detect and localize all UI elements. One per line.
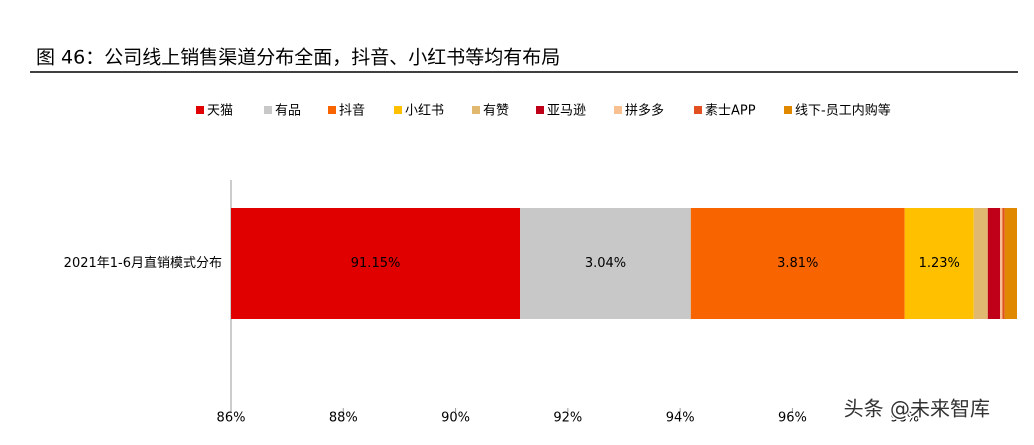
- legend-swatch: [694, 106, 702, 114]
- bar-segment: [520, 208, 691, 319]
- legend-swatch: [536, 106, 544, 114]
- legend-swatch: [264, 106, 272, 114]
- bar-segment: [1002, 208, 1005, 319]
- x-tick-label: 98%: [890, 411, 919, 426]
- legend-label: 线下-员工内购等: [795, 103, 891, 119]
- legend-label: 抖音: [339, 103, 365, 119]
- bar-segment: [987, 208, 1001, 319]
- legend-swatch: [784, 106, 792, 114]
- chart-title: 图 46：公司线上销售渠道分布全面，抖音、小红书等均有布局: [36, 47, 560, 69]
- x-tick-label: 88%: [329, 411, 358, 426]
- bar-segment: [231, 208, 521, 319]
- legend-label: 亚马逊: [547, 104, 586, 119]
- bar-segment: [690, 208, 905, 319]
- bar-segment: [904, 208, 974, 319]
- legend-swatch: [328, 106, 336, 114]
- bar-segment: [973, 208, 988, 319]
- bar-segment: [1000, 208, 1003, 319]
- legend-label: 拼多多: [625, 103, 664, 119]
- legend-swatch: [394, 106, 402, 114]
- legend-label: 小红书: [405, 103, 444, 119]
- legend-swatch: [472, 106, 480, 114]
- x-tick-label: 92%: [553, 411, 582, 426]
- y-tick-label: 2021年1-6月直销模式分布: [64, 256, 222, 271]
- data-label: 3.04%: [585, 256, 626, 271]
- data-label: 3.81%: [777, 256, 818, 271]
- watermark: 头条 @未来智库: [844, 397, 990, 421]
- data-label: 91.15%: [351, 256, 401, 271]
- x-tick-label: 96%: [778, 411, 807, 426]
- x-tick-label: 90%: [441, 411, 470, 426]
- x-tick-label: 94%: [666, 411, 695, 426]
- legend-label: 素士APP: [705, 104, 756, 119]
- legend-swatch: [614, 106, 622, 114]
- bar-segment: [1004, 208, 1017, 319]
- x-tick-label: 86%: [217, 411, 246, 426]
- data-label: 1.23%: [919, 256, 960, 271]
- legend-label: 有品: [275, 104, 301, 119]
- legend-label: 有赞: [483, 104, 509, 119]
- legend-label: 天猫: [207, 104, 233, 119]
- legend-swatch: [196, 106, 204, 114]
